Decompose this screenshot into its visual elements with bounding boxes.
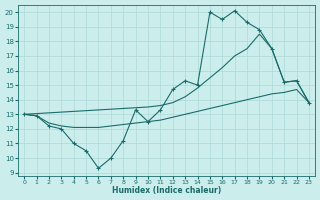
X-axis label: Humidex (Indice chaleur): Humidex (Indice chaleur) <box>112 186 221 195</box>
